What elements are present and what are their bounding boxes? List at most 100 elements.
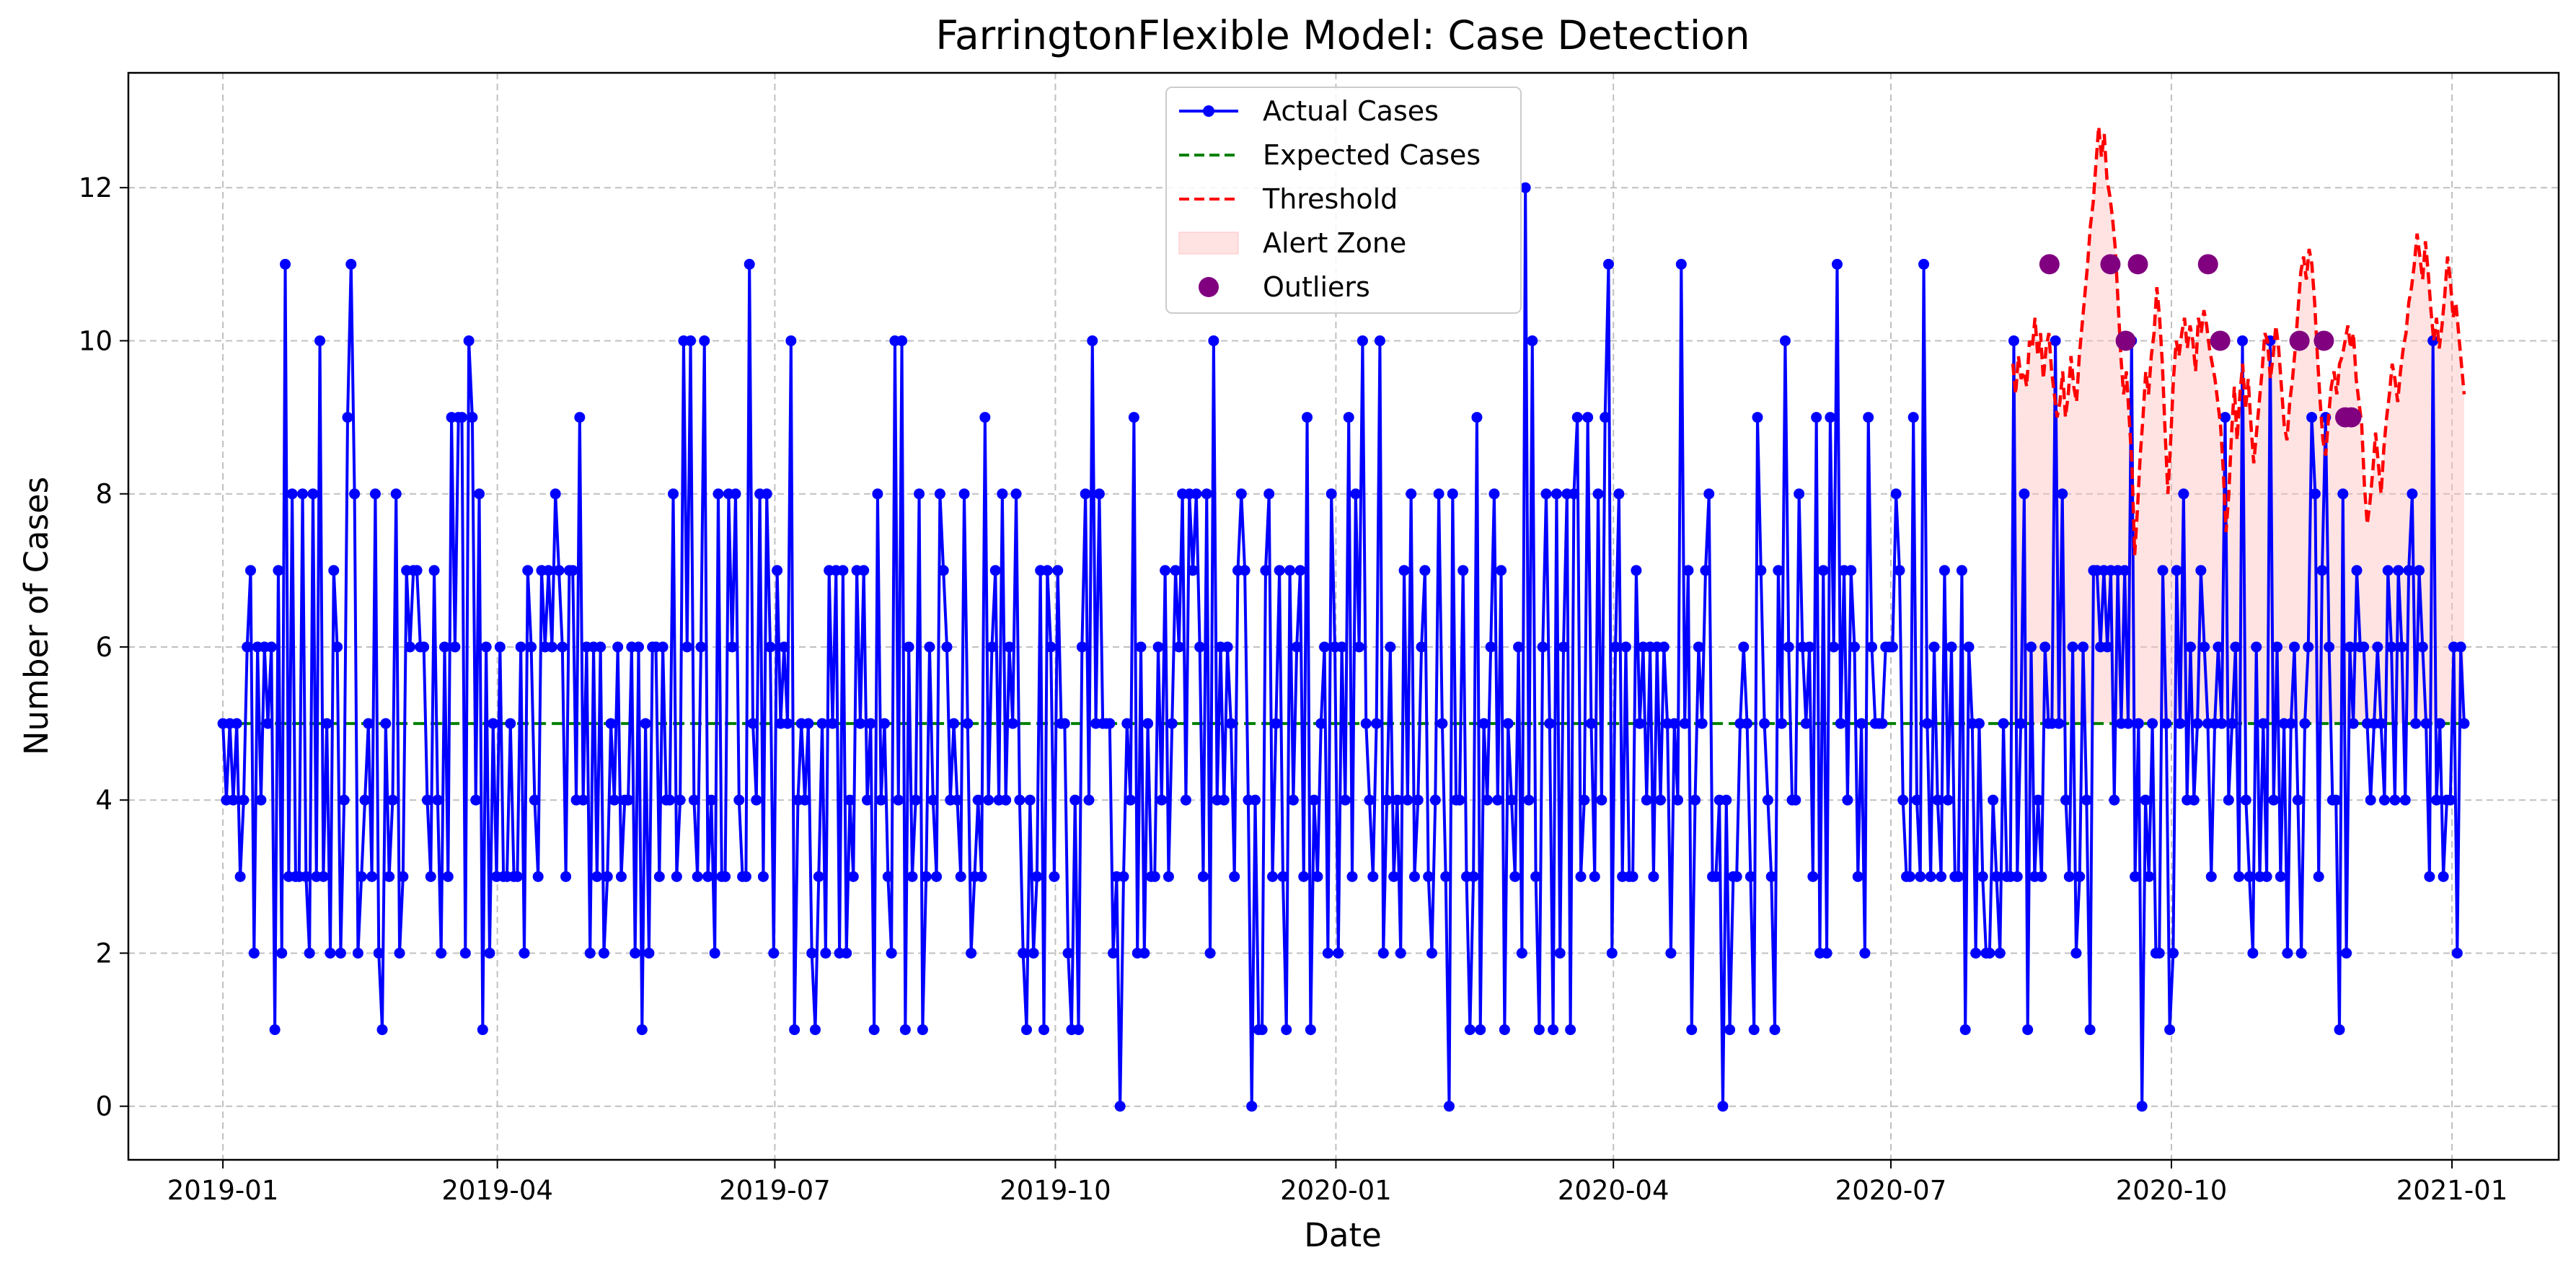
actual-cases-point	[761, 488, 772, 500]
actual-cases-point	[2344, 641, 2355, 653]
actual-cases-point	[335, 947, 346, 959]
actual-cases-line	[221, 186, 2466, 1108]
actual-cases-point	[2070, 947, 2082, 959]
actual-cases-point	[1700, 565, 1711, 576]
actual-cases-point	[2067, 641, 2078, 653]
actual-cases-point	[2060, 794, 2072, 806]
actual-cases-point	[373, 947, 384, 959]
actual-cases-point	[2386, 641, 2397, 653]
actual-cases-point	[2303, 641, 2314, 653]
actual-cases-point	[1007, 718, 1018, 729]
actual-cases-point	[1502, 718, 1514, 729]
actual-cases-point	[2136, 1101, 2148, 1112]
actual-cases-point	[269, 1024, 281, 1036]
actual-cases-point	[459, 947, 471, 959]
actual-cases-point	[2455, 641, 2466, 653]
actual-cases-point	[2372, 641, 2383, 653]
actual-cases-point	[1682, 565, 1694, 576]
actual-cases-point	[1108, 947, 1119, 959]
actual-cases-point	[2174, 718, 2186, 729]
actual-cases-point	[934, 488, 945, 500]
actual-cases-point	[899, 1024, 911, 1036]
actual-cases-point	[688, 794, 700, 806]
actual-cases-point	[1977, 871, 1988, 882]
actual-cases-point	[2424, 871, 2435, 882]
actual-cases-point	[1589, 871, 1600, 882]
outlier-point	[2127, 254, 2148, 275]
actual-cases-point	[1582, 412, 1594, 423]
actual-cases-point	[782, 718, 793, 729]
actual-cases-point	[227, 794, 239, 806]
actual-cases-point	[574, 412, 586, 423]
actual-cases-point	[882, 871, 894, 882]
actual-cases-point	[907, 871, 918, 882]
x-tick-label: 2019-01	[167, 1175, 279, 1206]
actual-cases-point	[273, 565, 284, 576]
actual-cases-point	[1447, 488, 1458, 500]
actual-cases-point	[1374, 335, 1385, 346]
actual-cases-point	[744, 258, 755, 270]
actual-cases-point	[442, 871, 454, 882]
actual-cases-point	[785, 335, 797, 346]
actual-cases-point	[2022, 1024, 2034, 1036]
actual-cases-point	[439, 641, 450, 653]
actual-cases-point	[1953, 871, 1964, 882]
actual-cases-point	[2008, 335, 2019, 346]
actual-cases-point	[1003, 641, 1015, 653]
actual-cases-point	[1024, 794, 1036, 806]
actual-cases-point	[1988, 794, 1999, 806]
actual-cases-point	[1093, 488, 1105, 500]
actual-cases-point	[1440, 871, 1452, 882]
actual-cases-point	[1690, 794, 1701, 806]
actual-cases-point	[1464, 1024, 1476, 1036]
actual-cases-point	[598, 947, 609, 959]
actual-cases-point	[255, 794, 267, 806]
actual-cases-point	[332, 641, 343, 653]
actual-cases-point	[2382, 565, 2394, 576]
actual-cases-point	[962, 718, 974, 729]
actual-cases-point	[972, 794, 984, 806]
actual-cases-point	[917, 1024, 928, 1036]
actual-cases-point	[1959, 1024, 1971, 1036]
actual-cases-point	[1395, 947, 1406, 959]
actual-cases-point	[1166, 718, 1178, 729]
actual-cases-point	[477, 1024, 488, 1036]
actual-cases-point	[2251, 641, 2262, 653]
actual-cases-point	[1059, 718, 1070, 729]
actual-cases-point	[2376, 718, 2387, 729]
actual-cases-point	[1160, 565, 1171, 576]
actual-cases-point	[418, 641, 430, 653]
actual-cases-point	[428, 565, 440, 576]
actual-cases-point	[519, 947, 530, 959]
actual-cases-point	[1496, 565, 1507, 576]
actual-cases-point	[432, 794, 444, 806]
actual-cases-point	[1904, 871, 1915, 882]
actual-cases-point	[1907, 412, 1919, 423]
actual-cases-point	[2413, 565, 2425, 576]
actual-cases-point	[1087, 335, 1098, 346]
actual-cases-point	[1769, 1024, 1781, 1036]
actual-cases-point	[2219, 412, 2231, 423]
actual-cases-point	[1665, 947, 1677, 959]
actual-cases-point	[265, 641, 277, 653]
actual-cases-point	[730, 488, 741, 500]
actual-cases-point	[2347, 718, 2359, 729]
actual-cases-point	[1568, 488, 1579, 500]
actual-cases-point	[778, 641, 790, 653]
actual-cases-point	[1516, 947, 1527, 959]
threshold-layer	[2011, 126, 2466, 555]
actual-cases-point	[1499, 1024, 1510, 1036]
actual-cases-point	[1336, 641, 1348, 653]
actual-cases-point	[609, 794, 620, 806]
actual-cases-point	[2378, 794, 2390, 806]
actual-cases-point	[1544, 718, 1556, 729]
actual-cases-point	[2445, 794, 2456, 806]
legend-label: Threshold	[1262, 183, 1398, 215]
actual-cases-point	[1197, 871, 1209, 882]
actual-cases-point	[1218, 794, 1230, 806]
actual-cases-point	[349, 488, 361, 500]
actual-cases-point	[1041, 565, 1053, 576]
actual-cases-point	[879, 718, 891, 729]
actual-cases-point	[2365, 794, 2376, 806]
actual-cases-point	[470, 794, 482, 806]
